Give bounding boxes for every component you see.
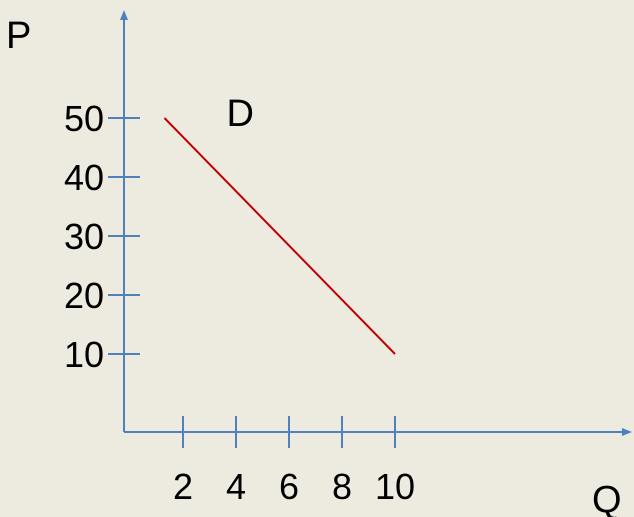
x-tick-label: 8 — [332, 466, 352, 507]
x-axis-arrow-icon — [622, 428, 632, 436]
series-group: D — [163, 93, 396, 355]
x-axis-label: Q — [592, 479, 622, 517]
y-tick-label: 20 — [64, 275, 104, 316]
y-tick-label: 50 — [64, 98, 104, 139]
series-label: D — [226, 93, 253, 135]
y-tick-label: 40 — [64, 157, 104, 198]
x-tick-label: 10 — [375, 466, 415, 507]
y-tick-label: 30 — [64, 216, 104, 257]
x-tick-label: 6 — [279, 466, 299, 507]
demand-curve — [163, 117, 396, 355]
x-tick-label: 4 — [226, 466, 246, 507]
y-axis-label: P — [6, 15, 31, 57]
x-ticks-group: 2 4 6 8 10 — [173, 416, 415, 507]
y-ticks-group: 10 20 30 40 50 — [64, 98, 140, 375]
y-axis-arrow-icon — [120, 10, 128, 20]
y-tick-label: 10 — [64, 334, 104, 375]
x-tick-label: 2 — [173, 466, 193, 507]
